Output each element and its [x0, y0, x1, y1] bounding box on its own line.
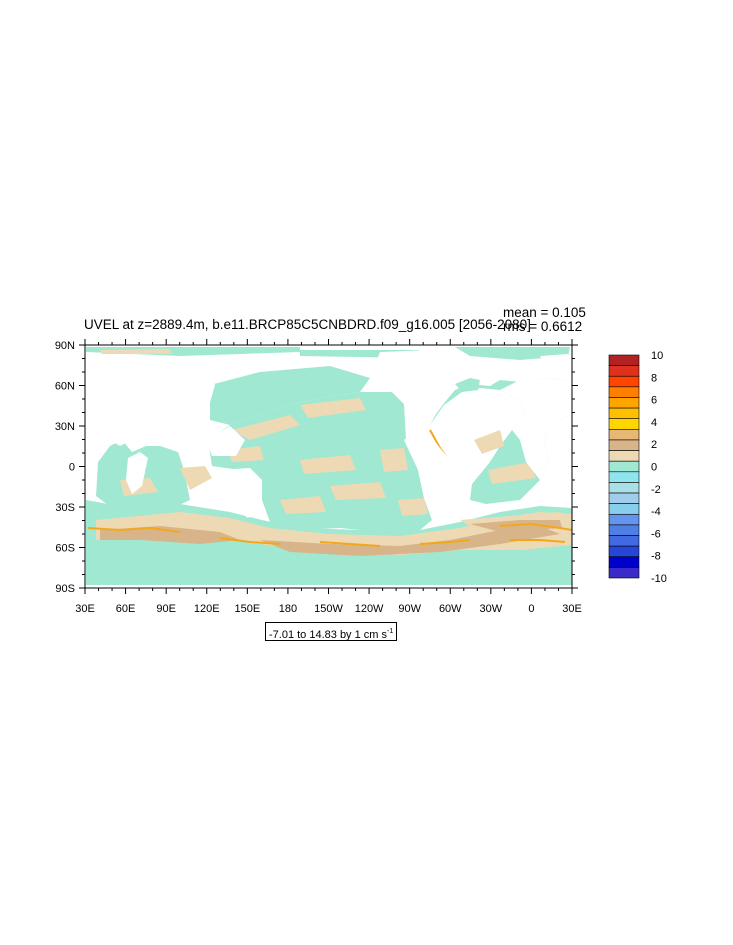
colorbar-box: [608, 375, 640, 388]
velocity-field: [86, 347, 572, 585]
lon-label: 90E: [156, 603, 176, 615]
lat-label: 90N: [55, 340, 75, 352]
colorbar-label: 2: [651, 439, 657, 451]
latitude-labels: 90N 60N 30N 0 30S 60S 90S: [55, 340, 75, 595]
lon-label: 150E: [234, 603, 260, 615]
current-jet: [419, 539, 471, 545]
colorbar-box: [608, 556, 640, 568]
positive-band: [100, 526, 240, 544]
current-jet: [510, 539, 566, 543]
colorbar-box: [608, 503, 640, 515]
lon-label: 30W: [480, 603, 503, 615]
colorbar-label: 10: [651, 350, 663, 362]
mean-value: mean = 0.105: [503, 305, 586, 320]
rms-value: rms = 0.6612: [503, 319, 583, 334]
colorbar-box: [608, 460, 640, 473]
axis-ticks: [79, 339, 578, 594]
positive-anomaly: [474, 430, 504, 454]
colorbar-label: 0: [651, 462, 657, 474]
current-jet: [87, 526, 181, 533]
contour-info-exponent: -1: [387, 628, 394, 635]
colorbar-box: [608, 397, 640, 409]
labrador-sea: [455, 378, 480, 392]
current-jet: [219, 537, 281, 545]
lon-label: 30E: [75, 603, 95, 615]
lon-label: 60W: [439, 603, 462, 615]
contour-info-box: -7.01 to 14.83 by 1 cm s-1: [265, 622, 398, 641]
colorbar-label: -8: [651, 551, 661, 563]
colorbar-box: [608, 535, 640, 547]
colorbar-label: -4: [651, 506, 661, 518]
lon-label: 90W: [398, 603, 421, 615]
lon-label: 180: [279, 603, 297, 615]
positive-anomaly: [330, 482, 386, 500]
positive-anomaly: [380, 448, 408, 472]
positive-anomaly: [232, 415, 300, 440]
current-jet: [499, 522, 572, 531]
colorbar-box: [608, 439, 640, 451]
positive-anomaly: [300, 455, 356, 474]
colorbar-label: 4: [651, 417, 657, 429]
positive-anomaly: [488, 462, 536, 484]
positive-anomaly: [180, 466, 212, 490]
lon-label: 150W: [314, 603, 343, 615]
colorbar-box: [608, 545, 640, 558]
colorbar-box: [608, 429, 640, 441]
colorbar-box: [608, 407, 640, 420]
contour-info-text: -7.01 to 14.83 by 1 cm s: [269, 629, 388, 641]
lon-label: 60E: [116, 603, 136, 615]
lat-label: 30N: [55, 421, 75, 433]
colorbar-box: [608, 492, 640, 504]
colorbar-labels: 10 8 6 4 2 0 -2 -4 -6 -8 -10: [651, 350, 667, 585]
land-mask: [126, 452, 148, 494]
colorbar-box: [608, 567, 640, 579]
positive-anomaly: [300, 398, 366, 418]
colorbar-box: [608, 471, 640, 483]
colorbar-label: 8: [651, 372, 657, 384]
map-title: UVEL at z=2889.4m, b.e11.BRCP85C5CNBDRD.…: [84, 317, 531, 332]
lat-label: 0: [69, 462, 75, 474]
land-mask: [218, 468, 262, 518]
land-mask: [370, 350, 448, 420]
colorbar-label: -10: [651, 573, 667, 585]
longitude-labels: 30E 60E 90E 120E 150E 180 150W 120W 90W 60W 30W 0 30…: [75, 603, 582, 615]
positive-anomaly: [398, 498, 428, 516]
colorbar-box: [608, 482, 640, 494]
positive-anomaly: [280, 496, 326, 514]
land-mask: [404, 430, 458, 520]
lat-label: 60S: [55, 543, 75, 555]
colorbar-box: [608, 418, 640, 430]
north-pacific: [210, 366, 370, 425]
colorbar-label: -6: [651, 528, 661, 540]
colorbar-box: [608, 524, 640, 536]
lon-label: 0: [528, 603, 534, 615]
colorbar-label: 6: [651, 395, 657, 407]
positive-band: [470, 520, 562, 532]
positive-band: [260, 526, 560, 556]
current-jet: [319, 541, 381, 547]
land-mask: [540, 354, 568, 372]
colorbar-boxes: [608, 354, 640, 579]
positive-anomaly: [100, 349, 172, 354]
land-mask: [206, 426, 245, 456]
lon-label: 30E: [562, 603, 582, 615]
lat-label: 30S: [55, 502, 75, 514]
colorbar-box: [608, 354, 640, 366]
land-mask: [500, 378, 570, 480]
lat-label: 60N: [55, 381, 75, 393]
lon-label: 120E: [194, 603, 220, 615]
colorbar-box: [608, 513, 640, 526]
colorbar-box: [608, 450, 640, 462]
lat-label: 90S: [55, 583, 75, 595]
land-mask: [86, 356, 215, 446]
colorbar-box: [608, 386, 640, 398]
colorbar-label: -2: [651, 484, 661, 496]
lon-label: 120W: [355, 603, 384, 615]
colorbar-box: [608, 365, 640, 377]
